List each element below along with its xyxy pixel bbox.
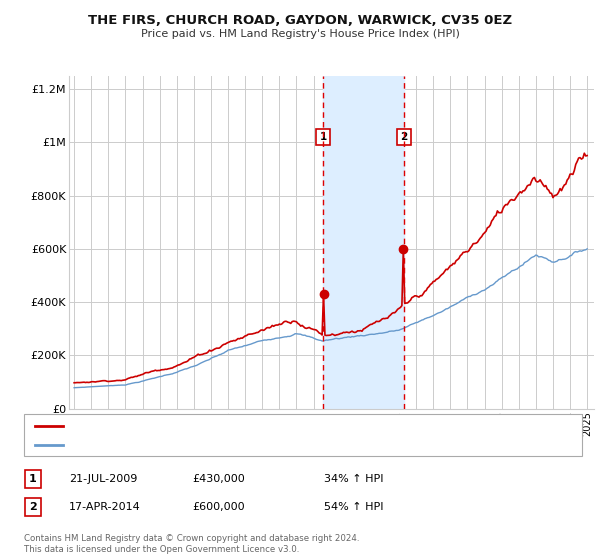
Text: 54% ↑ HPI: 54% ↑ HPI — [324, 502, 383, 512]
Text: 1: 1 — [29, 474, 37, 484]
Text: 17-APR-2014: 17-APR-2014 — [69, 502, 141, 512]
Text: £600,000: £600,000 — [192, 502, 245, 512]
Text: £430,000: £430,000 — [192, 474, 245, 484]
Text: 2: 2 — [29, 502, 37, 512]
Text: 34% ↑ HPI: 34% ↑ HPI — [324, 474, 383, 484]
Text: HPI: Average price, detached house, Stratford-on-Avon: HPI: Average price, detached house, Stra… — [69, 440, 336, 450]
Text: 21-JUL-2009: 21-JUL-2009 — [69, 474, 137, 484]
Text: THE FIRS, CHURCH ROAD, GAYDON, WARWICK, CV35 0EZ (detached house): THE FIRS, CHURCH ROAD, GAYDON, WARWICK, … — [69, 421, 438, 431]
Text: THE FIRS, CHURCH ROAD, GAYDON, WARWICK, CV35 0EZ: THE FIRS, CHURCH ROAD, GAYDON, WARWICK, … — [88, 14, 512, 27]
Bar — [323, 76, 404, 409]
Text: 1: 1 — [319, 132, 326, 142]
Text: Price paid vs. HM Land Registry's House Price Index (HPI): Price paid vs. HM Land Registry's House … — [140, 29, 460, 39]
Text: 2: 2 — [400, 132, 407, 142]
Text: Contains HM Land Registry data © Crown copyright and database right 2024.
This d: Contains HM Land Registry data © Crown c… — [24, 534, 359, 554]
